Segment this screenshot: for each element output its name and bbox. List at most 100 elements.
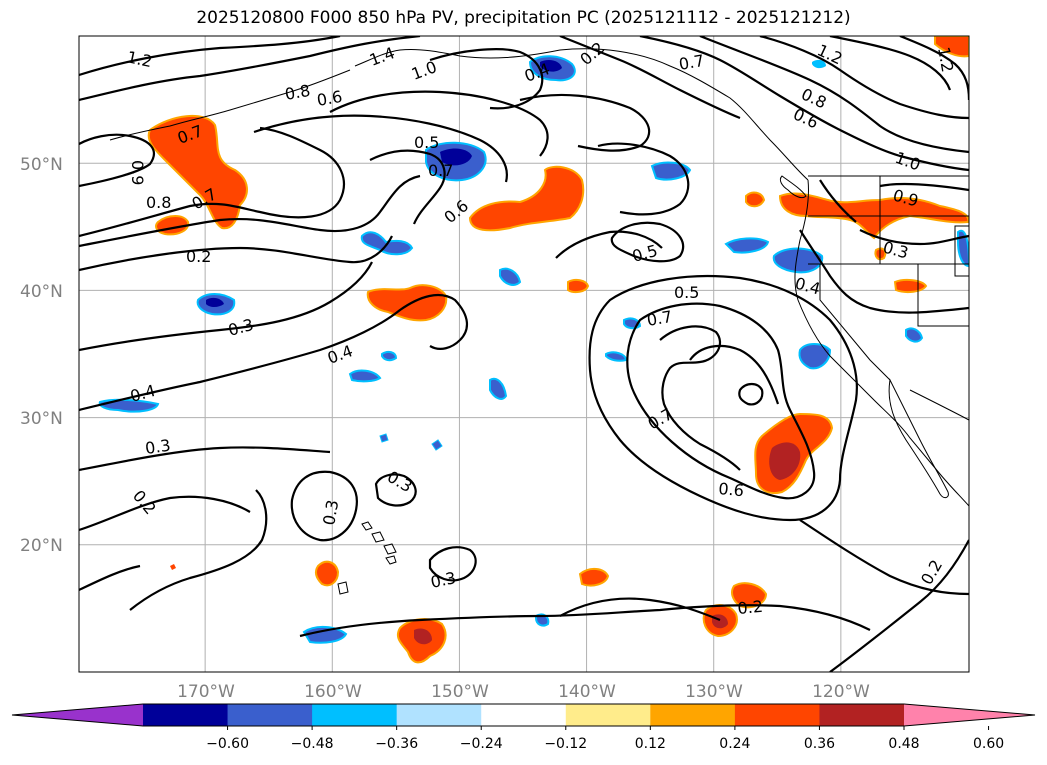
- latitude-labels: 50°N 40°N 30°N 20°N: [20, 155, 63, 556]
- mainland-mexico: [909, 389, 969, 421]
- pv-contours: [79, 36, 969, 672]
- pv-contour: [799, 519, 969, 596]
- pv-contour: [79, 133, 155, 188]
- precip-blob: [812, 59, 826, 69]
- contour-label: 0.7: [677, 51, 705, 74]
- lat-label-20n: 20°N: [20, 536, 63, 556]
- pv-contour: [859, 229, 969, 246]
- contour-label: 0.6: [718, 479, 745, 500]
- precip-blob: [798, 343, 832, 370]
- precip-core: [414, 628, 432, 645]
- precip-blob: [650, 161, 692, 181]
- precip-blob: [499, 267, 522, 286]
- contour-label: 1.2: [934, 45, 957, 73]
- contour-label: 0.8: [146, 193, 171, 212]
- precip-blob: [431, 439, 443, 451]
- contour-label: 0.2: [737, 597, 764, 618]
- lon-label-140w: 140°W: [558, 682, 616, 702]
- colorbar-segment: [650, 704, 736, 726]
- alaska-coast: [354, 48, 809, 181]
- colorbar-segment: [565, 704, 651, 726]
- colorbar-tick-label: 0.48: [888, 736, 919, 752]
- precip-core: [206, 297, 224, 307]
- precip-blob: [348, 369, 382, 383]
- contour-label: 0.2: [186, 247, 211, 266]
- pv-contour: [799, 229, 969, 314]
- map-frame: [78, 35, 970, 673]
- contour-label: 0.6: [315, 87, 343, 110]
- pv-contour: [429, 48, 544, 110]
- precip-blob: [170, 564, 176, 570]
- precip-blob: [147, 114, 248, 230]
- colorbar-tick-label: −0.12: [544, 736, 587, 752]
- pv-contour: [689, 344, 780, 405]
- pv-contour: [588, 274, 858, 522]
- precip-blob: [302, 626, 348, 644]
- precip-blob: [489, 377, 508, 400]
- pv-contour: [639, 36, 969, 172]
- precip-blob: [745, 191, 766, 208]
- precip-blob: [567, 278, 590, 294]
- precip-core: [540, 60, 562, 72]
- na-west-coast: [794, 179, 969, 507]
- pv-contour: [129, 489, 268, 611]
- lat-label-40n: 40°N: [20, 282, 63, 302]
- pv-contour: [329, 90, 549, 157]
- precip-blob: [893, 278, 928, 294]
- pv-contour: [299, 604, 871, 638]
- precip-blob: [905, 327, 924, 343]
- precip-blob: [724, 237, 770, 254]
- lon-label-120w: 120°W: [812, 682, 870, 702]
- pv-contour: [79, 36, 421, 102]
- pv-contour: [79, 174, 421, 248]
- precip-blob: [605, 351, 628, 362]
- pv-contour: [829, 539, 969, 672]
- colorbar-extend-high: [904, 704, 1035, 726]
- pv-contour: [79, 495, 251, 532]
- pv-contour: [369, 149, 446, 225]
- pv-contour: [879, 182, 969, 192]
- contour-label: 0.3: [144, 436, 172, 458]
- pv-contour: [597, 142, 690, 216]
- pv-contour: [79, 36, 341, 77]
- contour-label: 0.3: [319, 498, 342, 526]
- admin-borders: [808, 175, 969, 381]
- pv-contour: [79, 261, 373, 352]
- colorbar-tick-label: 0.60: [973, 736, 1004, 752]
- pv-contour: [899, 36, 969, 101]
- state-border: [954, 225, 969, 277]
- contour-label: 0.9: [128, 160, 147, 185]
- precip-blob: [468, 165, 585, 232]
- contour-label: 0.5: [674, 283, 699, 302]
- pv-contour: [79, 235, 393, 272]
- pv-contour: [290, 470, 358, 542]
- pv-contour: [829, 36, 952, 91]
- colorbar-segment: [481, 704, 567, 726]
- colorbar-segment: [819, 704, 905, 726]
- pv-contour: [428, 546, 477, 582]
- pv-contour: [555, 230, 663, 259]
- coastlines: [109, 48, 969, 595]
- pv-contour: [626, 302, 816, 500]
- pv-contour: [79, 126, 345, 238]
- plot-title: 2025120800 F000 850 hPa PV, precipitatio…: [196, 8, 851, 28]
- colorbar-segment: [143, 704, 229, 726]
- colorbar: −0.60 −0.48 −0.36 −0.24 −0.12 0.12 0.24 0.36 0.4…: [11, 703, 1036, 752]
- pv-contour: [699, 36, 969, 154]
- lon-label-150w: 150°W: [431, 682, 489, 702]
- colorbar-segment: [227, 704, 313, 726]
- pv-contour: [759, 36, 969, 120]
- pv-contour: [559, 597, 721, 622]
- precip-core: [440, 148, 472, 166]
- pv-contour: [79, 446, 331, 472]
- colorbar-tick-label: 0.24: [719, 736, 750, 752]
- longitude-labels: 170°W 160°W 150°W 140°W 130°W 120°W: [177, 682, 870, 702]
- contour-label: 0.7: [428, 161, 453, 180]
- contour-label: 0.5: [414, 133, 439, 152]
- colorbar-tick-label: 0.12: [635, 736, 666, 752]
- lat-label-30n: 30°N: [20, 409, 63, 429]
- state-border: [917, 264, 969, 327]
- colorbar-segment: [396, 704, 482, 726]
- precip-core: [769, 442, 801, 480]
